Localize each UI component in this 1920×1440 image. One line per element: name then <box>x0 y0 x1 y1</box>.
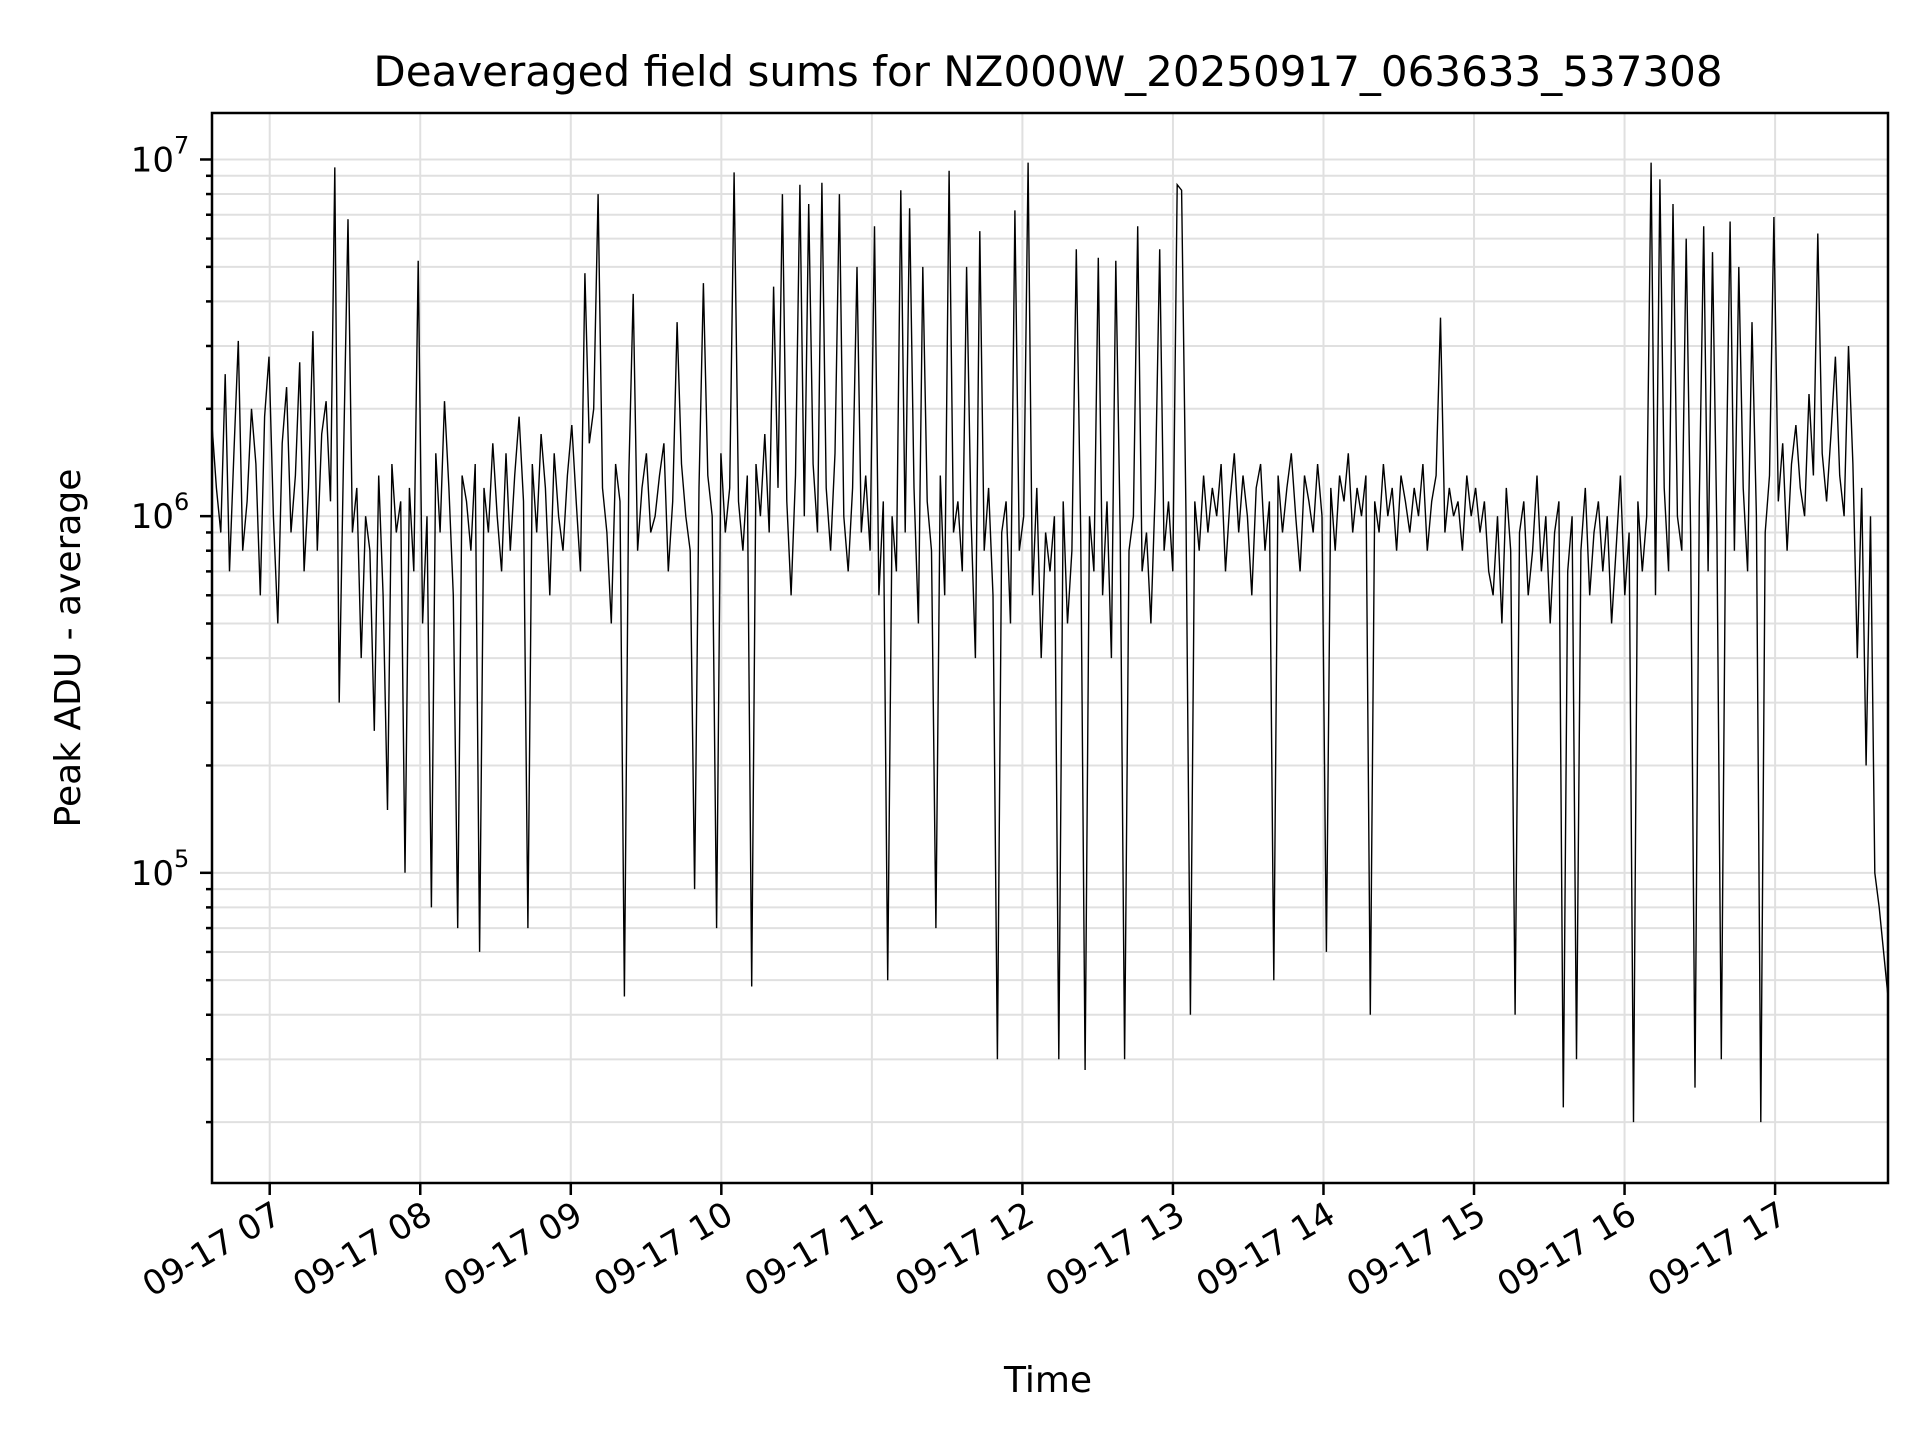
x-tick-label: 09-17 16 <box>1491 1194 1643 1305</box>
plot-frame <box>210 111 1890 1185</box>
x-axis-label: Time <box>1003 1360 1092 1401</box>
x-tick-label: 09-17 15 <box>1340 1194 1492 1305</box>
y-tick-exponent: 7 <box>174 131 189 159</box>
x-tick-label: 09-17 14 <box>1190 1194 1342 1305</box>
grid-layer <box>212 113 1888 1183</box>
y-tick-exponent: 6 <box>174 488 189 516</box>
x-tick-label: 09-17 10 <box>587 1194 739 1305</box>
x-tick-label: 09-17 08 <box>286 1194 438 1305</box>
x-tick-label: 09-17 09 <box>437 1194 589 1305</box>
x-tick-label: 09-17 11 <box>738 1194 890 1305</box>
y-tick-base: 10 <box>131 140 174 180</box>
chart-title: Deaveraged field sums for NZ000W_2025091… <box>373 47 1722 96</box>
y-tick-label: 106 <box>131 488 190 537</box>
y-tick-label: 105 <box>131 845 190 894</box>
x-tick-label: 09-17 07 <box>136 1194 288 1305</box>
y-tick-exponent: 5 <box>174 845 189 873</box>
y-axis-label: Peak ADU - average <box>48 469 89 828</box>
y-tick-label: 107 <box>131 131 190 180</box>
x-tick-label: 09-17 13 <box>1039 1194 1191 1305</box>
x-tick-label: 09-17 17 <box>1641 1194 1793 1305</box>
x-tick-label: 09-17 12 <box>889 1194 1041 1305</box>
y-tick-base: 10 <box>131 854 174 894</box>
y-tick-base: 10 <box>131 497 174 537</box>
series-line <box>211 162 1889 1123</box>
